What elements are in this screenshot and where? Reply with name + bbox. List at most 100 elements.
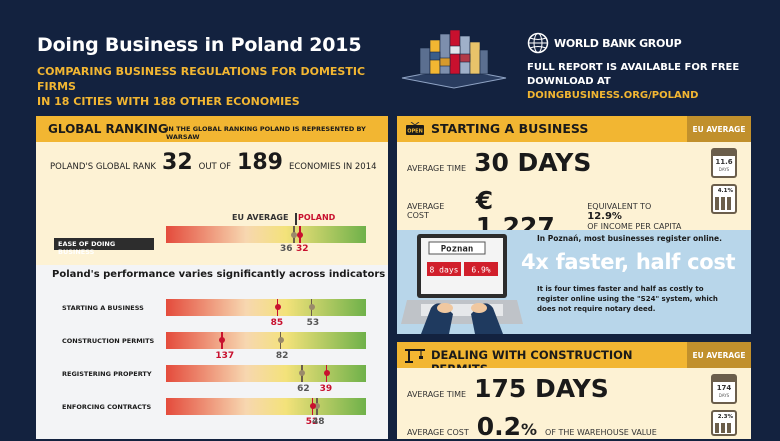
subtitle-line-2: IN 18 CITIES WITH 188 OTHER ECONOMIES xyxy=(37,95,300,108)
indicator-poland-value: 52 xyxy=(305,417,319,427)
report-line-2: DOWNLOAD AT DOINGBUSINESS.ORG/POLAND xyxy=(527,75,780,103)
avg-time-value: 30 DAYS xyxy=(474,148,592,177)
world-bank-logo: WORLD BANK GROUP xyxy=(527,32,682,54)
screen-city-text: Poznan xyxy=(441,245,474,255)
indicator-gradient-bar xyxy=(166,398,366,415)
calendar-icon: 11.6 DAYS xyxy=(711,148,737,178)
indicator-label: ENFORCING CONTRACTS xyxy=(62,403,152,411)
indicator-poland-value: 85 xyxy=(270,318,284,328)
rank-total-label: ECONOMIES IN 2014 xyxy=(288,162,377,172)
subtitle-line-1: COMPARING BUSINESS REGULATIONS FOR DOMES… xyxy=(37,65,366,93)
indicator-eu-marker xyxy=(299,370,306,376)
open-sign-icon: OPEN xyxy=(406,122,424,135)
avg-cost-note-post: OF INCOME PER CAPITA xyxy=(587,222,682,231)
eu-average-label: EU AVERAGE xyxy=(232,213,289,222)
poznan-top-text: In Poznań, most businesses register onli… xyxy=(537,234,722,243)
eu-time-value: 11.6 xyxy=(715,158,733,166)
rank-line: POLAND'S GLOBAL RANK 32 OUT OF 189 ECONO… xyxy=(50,152,377,174)
construction-cost-value: 0.2 xyxy=(476,412,521,441)
rank-total: 189 xyxy=(237,150,283,175)
global-ranking-title: GLOBAL RANKING xyxy=(48,122,168,136)
starting-business-title: STARTING A BUSINESS xyxy=(431,121,589,136)
report-note: FULL REPORT IS AVAILABLE FOR FREE DOWNLO… xyxy=(527,61,780,103)
construction-metrics: AVERAGE TIME 175 DAYS AVERAGE COST 0.2% … xyxy=(397,368,687,440)
construction-cost-label: AVERAGE COST xyxy=(407,428,469,437)
indicator-eu-marker xyxy=(314,403,320,409)
construction-time-value: 175 DAYS xyxy=(474,374,609,403)
svg-text:OPEN: OPEN xyxy=(407,129,423,135)
indicator-eu-value: 82 xyxy=(275,351,289,361)
poznan-headline: 4x faster, half cost xyxy=(521,250,736,274)
starting-business-header: OPEN STARTING A BUSINESS xyxy=(397,116,687,142)
construction-calculator-icon: 2.3% xyxy=(711,410,737,436)
indicator-poland-value: 39 xyxy=(319,384,333,394)
ease-gradient-bar xyxy=(166,226,366,243)
avg-cost-note-pre: EQUIVALENT TO xyxy=(587,202,652,211)
report-link[interactable]: DOINGBUSINESS.ORG/POLAND xyxy=(527,90,699,101)
performance-title: Poland's performance varies significantl… xyxy=(52,269,386,280)
avg-cost-label: AVERAGE COST xyxy=(407,202,445,220)
indicator-poland-marker xyxy=(309,403,316,409)
performance-section: Poland's performance varies significantl… xyxy=(36,265,388,439)
laptop-illustration: Poznan 8 days 6.9% xyxy=(401,234,523,334)
construction-time-label: AVERAGE TIME xyxy=(407,390,467,399)
global-ranking-panel: GLOBAL RANKING IN THE GLOBAL RANKING POL… xyxy=(36,116,388,439)
rank-value: 32 xyxy=(162,150,193,175)
starting-business-panel: OPEN STARTING A BUSINESS EU AVERAGE AVER… xyxy=(397,116,751,334)
construction-cost-note: OF THE WAREHOUSE VALUE xyxy=(545,428,657,437)
global-ranking-body: POLAND'S GLOBAL RANK 32 OUT OF 189 ECONO… xyxy=(36,142,388,265)
avg-time-label: AVERAGE TIME xyxy=(407,164,467,173)
construction-cost-figure: 0.2% xyxy=(477,414,537,440)
indicator-label: CONSTRUCTION PERMITS xyxy=(62,337,155,345)
globe-icon xyxy=(527,32,549,54)
ease-poland-value: 32 xyxy=(296,244,309,254)
construction-calendar-icon: 174 DAYS xyxy=(711,374,737,404)
ease-eu-value: 36 xyxy=(280,244,293,254)
construction-cost-unit: % xyxy=(521,420,538,439)
indicator-poland-marker xyxy=(274,304,281,310)
indicator-label: STARTING A BUSINESS xyxy=(62,304,144,312)
ease-poland-marker xyxy=(297,232,303,238)
avg-time-row: AVERAGE TIME 30 DAYS xyxy=(407,150,591,176)
ease-eu-marker xyxy=(291,232,297,238)
indicator-eu-value: 48 xyxy=(312,417,325,427)
indicator-eu-marker xyxy=(308,304,315,310)
building-illustration xyxy=(401,29,507,89)
construction-eu-time-unit: DAYS xyxy=(718,393,730,398)
indicator-poland-marker xyxy=(219,337,226,343)
eu-divider xyxy=(295,213,297,225)
eu-cost-value: 4.1% xyxy=(717,188,733,194)
indicator-eu-value: 53 xyxy=(306,318,320,328)
indicator-eu-value: 62 xyxy=(297,384,310,394)
global-ranking-note: IN THE GLOBAL RANKING POLAND IS REPRESEN… xyxy=(166,125,366,141)
indicator-gradient-bar xyxy=(166,299,366,316)
screen-days-text: 8 days xyxy=(430,266,459,275)
construction-header: DEALING WITH CONSTRUCTION PERMITS xyxy=(397,342,687,376)
construction-eu-cost: 2.3% xyxy=(717,414,733,420)
indicator-gradient-bar xyxy=(166,365,366,382)
brand-name: WORLD BANK GROUP xyxy=(554,36,682,50)
screen-pct-text: 6.9% xyxy=(471,266,490,275)
indicator-poland-marker xyxy=(323,370,330,376)
page-title: Doing Business in Poland 2015 xyxy=(37,34,362,56)
global-ranking-header: GLOBAL RANKING IN THE GLOBAL RANKING POL… xyxy=(36,116,388,142)
construction-eu-average-tab: EU AVERAGE xyxy=(687,342,751,368)
crane-icon xyxy=(405,349,425,363)
indicator-eu-marker xyxy=(277,337,284,343)
eu-time-unit: DAYS xyxy=(718,167,730,172)
avg-cost-note: EQUIVALENT TO 12.9% OF INCOME PER CAPITA xyxy=(587,202,687,232)
indicator-label: REGISTERING PROPERTY xyxy=(62,370,152,378)
report-line-1: FULL REPORT IS AVAILABLE FOR FREE xyxy=(527,62,740,73)
rank-out-of: OUT OF xyxy=(198,162,232,172)
construction-time-row: AVERAGE TIME 175 DAYS xyxy=(407,376,609,402)
report-prefix: DOWNLOAD AT xyxy=(527,76,611,87)
calculator-icon: 4.1% xyxy=(711,184,737,214)
construction-permits-panel: DEALING WITH CONSTRUCTION PERMITS EU AVE… xyxy=(397,342,751,440)
eu-average-tab: EU AVERAGE xyxy=(687,116,751,142)
ease-of-doing-business-label: EASE OF DOING BUSINESS xyxy=(54,238,154,256)
poznan-callout: Poznan 8 days 6.9% In Poznań, most busin… xyxy=(397,230,751,334)
starting-business-metrics: AVERAGE TIME 30 DAYS AVERAGE COST € 1,22… xyxy=(397,142,687,240)
poland-label: POLAND xyxy=(298,213,336,222)
poznan-body: It is four times faster and half as cost… xyxy=(537,285,718,313)
indicator-poland-value: 137 xyxy=(215,351,235,361)
